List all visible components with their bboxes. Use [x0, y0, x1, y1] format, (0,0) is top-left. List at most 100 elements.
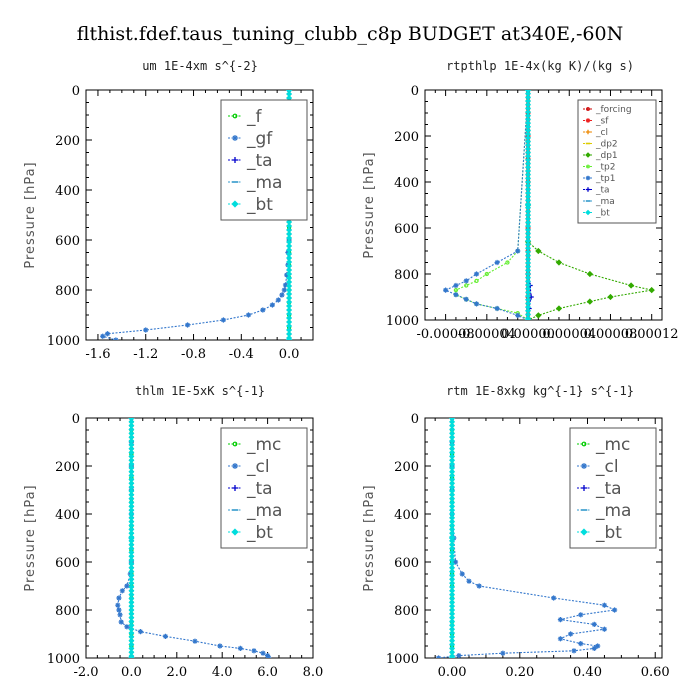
legend-label: _ma [595, 501, 631, 521]
legend-marker [585, 187, 591, 192]
legend-marker [232, 485, 238, 491]
series-point [555, 305, 563, 312]
legend-marker [232, 135, 238, 141]
legend-label: _tp1 [595, 174, 615, 184]
series-point [124, 583, 130, 589]
series-point [119, 588, 125, 594]
y-tick-label: 200 [394, 130, 419, 145]
y-axis-label: Pressure [hPa] [362, 484, 377, 591]
legend-label: _ma [246, 173, 282, 193]
series-point [286, 335, 293, 340]
legend-marker [586, 107, 590, 111]
legend-label: _bt [595, 523, 622, 543]
series-point [116, 607, 122, 613]
legend-label: _bt [246, 523, 273, 543]
series-point [281, 287, 287, 293]
series-point [220, 317, 226, 323]
x-tick-label: -0.4 [229, 347, 254, 362]
series-point [100, 333, 106, 339]
x-tick-label: 0.00012 [625, 327, 679, 342]
y-tick-label: 400 [394, 508, 419, 523]
y-tick-label: 200 [55, 460, 80, 475]
series-point [217, 643, 223, 649]
legend-label: _tp2 [595, 163, 615, 173]
series-point [104, 331, 111, 337]
series-point [571, 648, 577, 654]
series-point [137, 629, 144, 635]
y-tick-label: 200 [55, 134, 80, 149]
legend-marker [232, 113, 238, 119]
x-tick-label: -1.2 [133, 347, 158, 362]
y-tick-label: 0 [72, 84, 80, 99]
series-point [473, 301, 480, 307]
panel-title: thlm 1E-5xK s^{-1} [135, 384, 265, 398]
series-point [453, 292, 459, 298]
legend-label: _ta [246, 479, 273, 499]
series-group [443, 90, 655, 320]
legend: _mc_cl_ta_ma_bt [220, 427, 308, 549]
y-tick-label: 400 [394, 176, 419, 191]
series-point [282, 282, 289, 288]
series-point [494, 305, 500, 312]
y-tick-label: 600 [394, 556, 419, 571]
series-point [456, 653, 462, 658]
y-tick-label: 1000 [386, 314, 419, 329]
legend-marker [585, 152, 591, 158]
series-point [466, 578, 472, 584]
x-tick-label: 0.00000 [501, 327, 555, 342]
legend-marker [581, 485, 587, 491]
series-point [463, 296, 469, 302]
series-point [116, 595, 122, 601]
series-point [557, 636, 564, 642]
x-tick-label: 0.0 [121, 665, 142, 680]
series-point [535, 247, 542, 255]
legend-marker [581, 441, 587, 447]
y-tick-label: 0 [411, 84, 419, 99]
legend-label: _ma [246, 501, 282, 521]
series-point [591, 645, 597, 651]
series-point [595, 643, 601, 649]
series-point [578, 641, 584, 647]
series-point [115, 602, 121, 608]
series-point [260, 650, 266, 656]
y-tick-label: 600 [55, 234, 80, 249]
series-point [551, 595, 557, 601]
y-tick-label: 1000 [386, 652, 419, 667]
series-point [476, 583, 482, 589]
x-tick-label: 0.00 [438, 665, 467, 680]
legend-label: _ta [246, 151, 273, 171]
x-tick-label: 2.0 [166, 665, 187, 680]
series-point [591, 621, 597, 627]
legend-label: _ta [595, 186, 610, 196]
legend-marker [580, 528, 588, 536]
series-point [557, 617, 564, 623]
series-point [245, 312, 252, 318]
series-point [578, 612, 584, 618]
y-axis-label: Pressure [hPa] [23, 161, 38, 268]
y-tick-label: 400 [55, 184, 80, 199]
y-tick-label: 800 [55, 284, 80, 299]
y-tick-label: 800 [394, 268, 419, 283]
y-tick-label: 600 [55, 556, 80, 571]
legend-label: _dp1 [595, 151, 618, 161]
series-point [505, 260, 510, 265]
legend-label: _sf [595, 117, 609, 127]
legend-label: _forcing [595, 105, 632, 115]
series-point [515, 248, 521, 254]
x-tick-label: -2.0 [73, 665, 98, 680]
series-point [474, 278, 479, 284]
series-point [601, 626, 608, 632]
series-point [265, 653, 271, 658]
x-tick-label: 0.60 [641, 665, 670, 680]
x-tick-label: 6.0 [257, 665, 278, 680]
series-point [525, 315, 532, 320]
series-point [284, 272, 290, 278]
series-point [453, 287, 459, 293]
series-point [473, 271, 480, 277]
legend-marker [231, 200, 239, 208]
series-point [143, 327, 149, 333]
series-point [586, 270, 594, 278]
y-tick-label: 200 [394, 460, 419, 475]
series-point [500, 650, 506, 656]
